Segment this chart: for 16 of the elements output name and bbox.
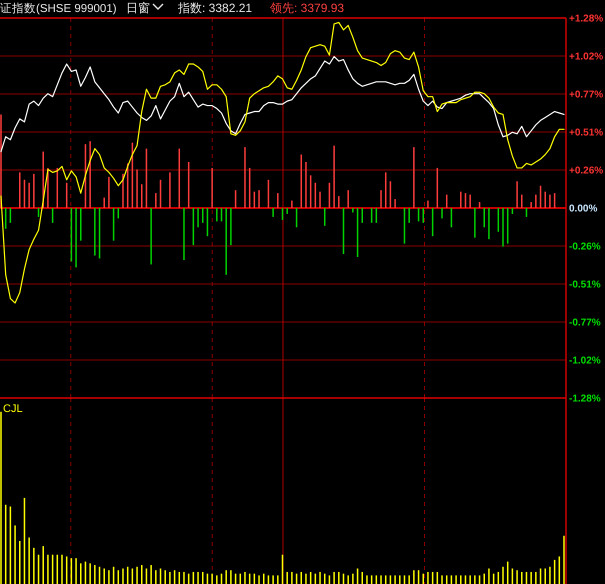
text: 日窗 bbox=[126, 1, 150, 15]
y-tick-label: +0.26% bbox=[569, 166, 604, 176]
chart-title: 证指数(SHSE 999001) bbox=[0, 2, 117, 15]
text: 领先: 3379.93 bbox=[270, 1, 344, 15]
text: 指数: 3382.21 bbox=[177, 1, 252, 15]
y-tick-label: +1.02% bbox=[569, 52, 604, 62]
y-tick-label: -0.51% bbox=[569, 280, 601, 290]
y-tick-label: -1.28% bbox=[569, 394, 601, 404]
y-tick-label: 0.00% bbox=[569, 204, 598, 214]
chart-title: CJL bbox=[3, 403, 23, 415]
y-tick-label: -0.26% bbox=[569, 242, 601, 252]
y-tick-label: +0.51% bbox=[569, 128, 604, 138]
y-tick-label: -1.02% bbox=[569, 356, 601, 366]
y-tick-label: +1.28% bbox=[569, 14, 604, 24]
y-tick-label: -0.77% bbox=[569, 318, 601, 328]
y-tick-label: +0.77% bbox=[569, 90, 604, 100]
